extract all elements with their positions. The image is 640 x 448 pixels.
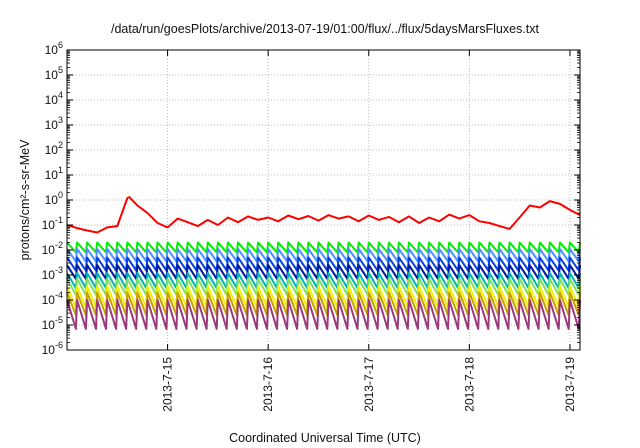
x-tick-label: 2013-7-17 [362, 357, 376, 412]
x-axis-label: Coordinated Universal Time (UTC) [229, 431, 421, 445]
x-tick-label: 2013-7-15 [161, 357, 175, 412]
series-line-0 [66, 196, 581, 234]
y-axis-label: protons/cm²-s-sr-MeV [18, 139, 32, 261]
y-tick-label: 102 [45, 140, 63, 157]
y-tick-label: 10-2 [42, 240, 63, 257]
y-tick-label: 101 [45, 165, 63, 182]
series-line-1 [66, 241, 581, 254]
y-tick-label: 10-5 [42, 315, 63, 332]
y-tick-label: 100 [45, 190, 63, 207]
x-tick-label: 2013-7-18 [462, 357, 476, 412]
series-line-9 [66, 299, 581, 330]
y-tick-label: 10-1 [42, 215, 63, 232]
y-tick-label: 10-4 [42, 290, 63, 307]
y-tick-label: 106 [45, 40, 63, 57]
series-group [66, 196, 581, 330]
y-tick-label: 105 [45, 65, 63, 82]
y-tick-label: 10-6 [42, 340, 63, 357]
y-tick-label: 10-3 [42, 265, 63, 282]
y-tick-label: 103 [45, 115, 63, 132]
chart-title: /data/run/goesPlots/archive/2013-07-19/0… [111, 22, 540, 36]
y-axis: 10-6 10-5 10-4 10-3 10-2 10-1 100 101 102 103 104 1… [42, 40, 580, 357]
x-axis: 2013-7-15 2013-7-16 2013-7-17 2013-7-18 2013… [161, 50, 577, 412]
x-tick-label: 2013-7-19 [563, 357, 577, 412]
y-tick-label: 104 [45, 90, 63, 107]
x-tick-label: 2013-7-16 [261, 357, 275, 412]
